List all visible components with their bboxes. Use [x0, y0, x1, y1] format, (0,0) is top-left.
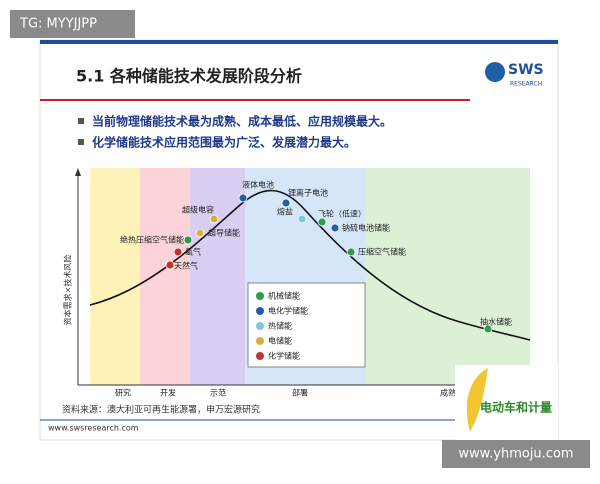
- logo-icon: [485, 62, 505, 82]
- bullet: [78, 118, 84, 124]
- slide-title: 5.1 各种储能技术发展阶段分析: [76, 67, 302, 86]
- band: [365, 168, 530, 385]
- stage-label: 部署: [292, 388, 308, 398]
- bullet-text: 化学储能技术应用范围最为广泛、发展潜力最大。: [92, 135, 356, 150]
- node-label: 超导储能: [208, 228, 240, 238]
- band: [90, 168, 140, 385]
- node-dot: [165, 260, 175, 270]
- node-dot: [317, 217, 327, 227]
- legend-dot: [256, 322, 264, 330]
- node-dot: [209, 214, 219, 224]
- node-label: 抽水储能: [480, 317, 512, 327]
- slide-top-bar: [40, 40, 558, 44]
- watermark-top-bg: [10, 10, 135, 38]
- watermark-top: TG: MYYJJPP: [19, 17, 97, 32]
- node-label: 钠硫电池储能: [342, 223, 390, 233]
- stage-label: 研究: [115, 388, 131, 398]
- node-label: 天然气: [174, 261, 198, 271]
- node-label: 压缩空气储能: [358, 247, 406, 257]
- axis-arrow: [75, 168, 81, 176]
- watermark-bottom-bg: [442, 440, 590, 468]
- node-dot: [238, 193, 248, 203]
- bullet: [78, 139, 84, 145]
- node-dot: [330, 223, 340, 233]
- logo-sub: RESEARCH: [510, 81, 542, 88]
- node-dot: [297, 214, 307, 224]
- node-label: 绝热压缩空气储能: [120, 235, 184, 245]
- badge: 电动车和计量: [480, 400, 552, 415]
- legend-label: 机械储能: [268, 291, 300, 301]
- stage-bands: [90, 168, 530, 385]
- node-label: 熔盐: [277, 207, 293, 217]
- node-dot: [346, 247, 356, 257]
- curve: [89, 189, 531, 341]
- legend-dot: [256, 337, 264, 345]
- node-label: 超级电容: [182, 205, 214, 215]
- stage-label: 开发: [160, 388, 176, 398]
- legend-label: 电化学储能: [268, 306, 308, 316]
- legend-dot: [256, 352, 264, 360]
- legend-box: [247, 282, 366, 368]
- logo: SWS: [508, 62, 544, 78]
- legend-dot: [256, 292, 264, 300]
- stage-labels: 研究 开发 示范 部署 成熟: [115, 388, 456, 398]
- node-label: 锂离子电池: [288, 188, 328, 198]
- legend-label: 化学储能: [268, 351, 300, 361]
- feather: [466, 368, 488, 432]
- legend-dot: [256, 307, 264, 315]
- node-dot: [183, 235, 193, 245]
- legend-label: 热储能: [268, 321, 292, 331]
- band: [190, 168, 245, 385]
- legend-label: 电储能: [268, 336, 292, 346]
- node-dot: [281, 198, 291, 208]
- source: 资料来源：澳大利亚可再生能源署，申万宏源研究: [62, 404, 260, 416]
- y-axis-label: 资本需求×技术风险: [63, 255, 73, 326]
- node-label: 液体电池: [242, 180, 274, 190]
- node-dot: [173, 247, 183, 257]
- stage-label: 示范: [210, 388, 226, 398]
- node-label: 飞轮（低速）: [318, 209, 366, 219]
- band: [140, 168, 190, 385]
- url: www.swsresearch.com: [48, 424, 139, 433]
- watermark-bottom: www.yhmoju.com: [458, 447, 573, 462]
- stage-label: 成熟: [440, 388, 456, 398]
- bullet-text: 当前物理储能技术最为成熟、成本最低、应用规模最大。: [92, 114, 392, 129]
- node-dot: [483, 324, 493, 334]
- node-dot: [195, 228, 205, 238]
- node-label: 氢气: [185, 247, 201, 257]
